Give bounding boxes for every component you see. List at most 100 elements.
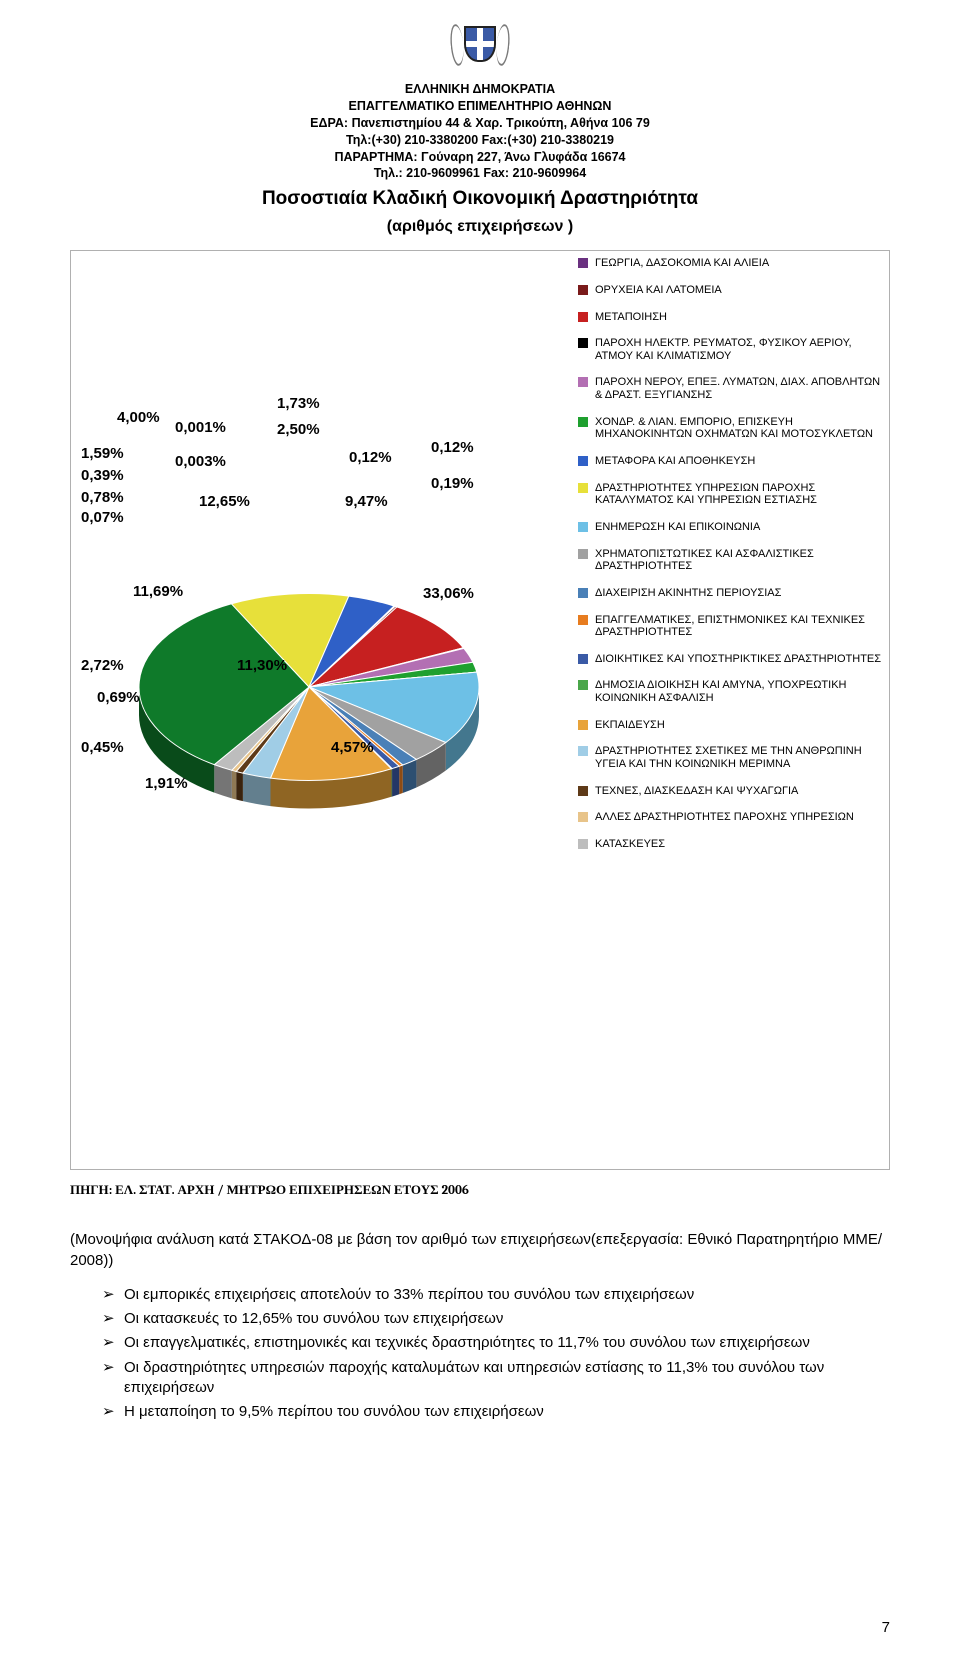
- legend-item: ΧΟΝΔΡ. & ΛΙΑΝ. ΕΜΠΟΡΙΟ, ΕΠΙΣΚΕΥΗ ΜΗΧΑΝΟΚ…: [578, 416, 883, 441]
- legend-item: ΟΡΥΧΕΙΑ ΚΑΙ ΛΑΤΟΜΕΙΑ: [578, 284, 883, 297]
- legend-item: ΠΑΡΟΧΗ ΗΛΕΚΤΡ. ΡΕΥΜΑΤΟΣ, ΦΥΣΙΚΟΥ ΑΕΡΙΟΥ,…: [578, 337, 883, 362]
- letterhead-line: ΕΛΛΗΝΙΚΗ ΔΗΜΟΚΡΑΤΙΑ: [70, 81, 890, 98]
- pie-pct-label: 0,07%: [81, 509, 124, 526]
- legend-item: ΓΕΩΡΓΙΑ, ΔΑΣΟΚΟΜΙΑ ΚΑΙ ΑΛΙΕΙΑ: [578, 257, 883, 270]
- legend-label: ΕΝΗΜΕΡΩΣΗ ΚΑΙ ΕΠΙΚΟΙΝΩΝΙΑ: [595, 521, 883, 534]
- legend-label: ΔΙΟΙΚΗΤΙΚΕΣ ΚΑΙ ΥΠΟΣΤΗΡΙΚΤΙΚΕΣ ΔΡΑΣΤΗΡΙΟ…: [595, 653, 883, 666]
- analysis-intro: (Μονοψήφια ανάλυση κατά ΣΤΑΚΟΔ-08 με βάσ…: [70, 1230, 890, 1271]
- legend-item: ΕΠΑΓΓΕΛΜΑΤΙΚΕΣ, ΕΠΙΣΤΗΜΟΝΙΚΕΣ ΚΑΙ ΤΕΧΝΙΚ…: [578, 614, 883, 639]
- legend-label: ΚΑΤΑΣΚΕΥΕΣ: [595, 838, 883, 851]
- legend-item: ΤΕΧΝΕΣ, ΔΙΑΣΚΕΔΑΣΗ ΚΑΙ ΨΥΧΑΓΩΓΙΑ: [578, 785, 883, 798]
- legend-label: ΔΙΑΧΕΙΡΙΣΗ ΑΚΙΝΗΤΗΣ ΠΕΡΙΟΥΣΙΑΣ: [595, 587, 883, 600]
- chart-subtitle: (αριθμός επιχειρήσεων ): [70, 218, 890, 236]
- chart-title: Ποσοστιαία Κλαδική Οικονομική Δραστηριότ…: [70, 188, 890, 210]
- legend-swatch: [578, 588, 588, 598]
- legend-item: ΜΕΤΑΠΟΙΗΣΗ: [578, 311, 883, 324]
- legend-label: ΜΕΤΑΠΟΙΗΣΗ: [595, 311, 883, 324]
- legend-item: ΕΝΗΜΕΡΩΣΗ ΚΑΙ ΕΠΙΚΟΙΝΩΝΙΑ: [578, 521, 883, 534]
- pie-pct-label: 1,73%: [277, 395, 320, 412]
- legend-label: ΕΠΑΓΓΕΛΜΑΤΙΚΕΣ, ΕΠΙΣΤΗΜΟΝΙΚΕΣ ΚΑΙ ΤΕΧΝΙΚ…: [595, 614, 883, 639]
- legend-label: ΓΕΩΡΓΙΑ, ΔΑΣΟΚΟΜΙΑ ΚΑΙ ΑΛΙΕΙΑ: [595, 257, 883, 270]
- legend-item: ΔΙΑΧΕΙΡΙΣΗ ΑΚΙΝΗΤΗΣ ΠΕΡΙΟΥΣΙΑΣ: [578, 587, 883, 600]
- pie-slice-side: [392, 766, 399, 796]
- letterhead-line: Τηλ.: 210-9609961 Fax: 210-9609964: [70, 165, 890, 182]
- legend-label: ΤΕΧΝΕΣ, ΔΙΑΣΚΕΔΑΣΗ ΚΑΙ ΨΥΧΑΓΩΓΙΑ: [595, 785, 883, 798]
- pie-pct-label: 2,50%: [277, 421, 320, 438]
- pie-pct-label: 0,39%: [81, 467, 124, 484]
- page-number: 7: [882, 1619, 890, 1636]
- bullet-item: Οι δραστηριότητες υπηρεσιών παροχής κατα…: [102, 1358, 890, 1399]
- legend-swatch: [578, 338, 588, 348]
- pie-slice-side: [243, 773, 271, 806]
- pie-pct-label: 12,65%: [199, 493, 250, 510]
- legend-label: ΔΗΜΟΣΙΑ ΔΙΟΙΚΗΣΗ ΚΑΙ ΑΜΥΝΑ, ΥΠΟΧΡΕΩΤΙΚΗ …: [595, 679, 883, 704]
- pie-pct-label: 4,57%: [331, 739, 374, 756]
- bullet-item: Οι επαγγελματικές, επιστημονικές και τεχ…: [102, 1333, 890, 1353]
- legend-swatch: [578, 285, 588, 295]
- letterhead-line: Τηλ:(+30) 210-3380200 Fax:(+30) 210-3380…: [70, 132, 890, 149]
- legend-item: ΕΚΠΑΙΔΕΥΣΗ: [578, 719, 883, 732]
- legend-label: ΔΡΑΣΤΗΡΙΟΤΗΤΕΣ ΥΠΗΡΕΣΙΩΝ ΠΑΡΟΧΗΣ ΚΑΤΑΛΥΜ…: [595, 482, 883, 507]
- pie-pct-label: 0,19%: [431, 475, 474, 492]
- pie-pct-label: 2,72%: [81, 657, 124, 674]
- bullet-item: Οι κατασκευές το 12,65% του συνόλου των …: [102, 1309, 890, 1329]
- pie-chart: 4,00% 1,59% 0,39% 0,78% 0,07% 0,001% 0,003% 12,…: [71, 251, 571, 1169]
- analysis-block: (Μονοψήφια ανάλυση κατά ΣΤΑΚΟΔ-08 με βάσ…: [70, 1230, 890, 1422]
- pie-pct-label: 9,47%: [345, 493, 388, 510]
- pie-pct-label: 0,001%: [175, 419, 226, 436]
- pie-pct-label: 11,30%: [237, 657, 287, 674]
- legend-swatch: [578, 720, 588, 730]
- pie-pct-label: 4,00%: [117, 409, 160, 426]
- chart-source: ΠΗΓΗ: ΕΛ. ΣΤΑΤ. ΑΡΧΗ / ΜΗΤΡΩΟ ΕΠΙΧΕΙΡΗΣΕ…: [70, 1182, 490, 1198]
- pie-slice-side: [399, 765, 403, 794]
- legend-swatch: [578, 377, 588, 387]
- legend-label: ΠΑΡΟΧΗ ΗΛΕΚΤΡ. ΡΕΥΜΑΤΟΣ, ΦΥΣΙΚΟΥ ΑΕΡΙΟΥ,…: [595, 337, 883, 362]
- legend-item: ΧΡΗΜΑΤΟΠΙΣΤΩΤΙΚΕΣ ΚΑΙ ΑΣΦΑΛΙΣΤΙΚΕΣ ΔΡΑΣΤ…: [578, 548, 883, 573]
- pie-pct-label: 1,91%: [145, 775, 188, 792]
- letterhead-line: ΕΔΡΑ: Πανεπιστημίου 44 & Χαρ. Τρικούπη, …: [70, 115, 890, 132]
- legend-label: ΠΑΡΟΧΗ ΝΕΡΟΥ, ΕΠΕΞ. ΛΥΜΑΤΩΝ, ΔΙΑΧ. ΑΠΟΒΛ…: [595, 376, 883, 401]
- legend-label: ΧΟΝΔΡ. & ΛΙΑΝ. ΕΜΠΟΡΙΟ, ΕΠΙΣΚΕΥΗ ΜΗΧΑΝΟΚ…: [595, 416, 883, 441]
- legend-label: ΔΡΑΣΤΗΡΙΟΤΗΤΕΣ ΣΧΕΤΙΚΕΣ ΜΕ ΤΗΝ ΑΝΘΡΩΠΙΝΗ…: [595, 745, 883, 770]
- legend-swatch: [578, 654, 588, 664]
- pie-pct-label: 0,12%: [431, 439, 474, 456]
- legend-item: ΠΑΡΟΧΗ ΝΕΡΟΥ, ΕΠΕΞ. ΛΥΜΑΤΩΝ, ΔΙΑΧ. ΑΠΟΒΛ…: [578, 376, 883, 401]
- legend-label: ΜΕΤΑΦΟΡΑ ΚΑΙ ΑΠΟΘΗΚΕΥΣΗ: [595, 455, 883, 468]
- legend-item: ΔΡΑΣΤΗΡΙΟΤΗΤΕΣ ΥΠΗΡΕΣΙΩΝ ΠΑΡΟΧΗΣ ΚΑΤΑΛΥΜ…: [578, 482, 883, 507]
- pie-pct-label: 0,12%: [349, 449, 392, 466]
- pie-pct-label: 0,45%: [81, 739, 124, 756]
- legend-item: ΔΗΜΟΣΙΑ ΔΙΟΙΚΗΣΗ ΚΑΙ ΑΜΥΝΑ, ΥΠΟΧΡΕΩΤΙΚΗ …: [578, 679, 883, 704]
- pie-slice-side: [236, 772, 243, 802]
- legend-swatch: [578, 549, 588, 559]
- pie-pct-label: 11,69%: [133, 583, 183, 600]
- legend-label: ΧΡΗΜΑΤΟΠΙΣΤΩΤΙΚΕΣ ΚΑΙ ΑΣΦΑΛΙΣΤΙΚΕΣ ΔΡΑΣΤ…: [595, 548, 883, 573]
- legend-swatch: [578, 615, 588, 625]
- legend-swatch: [578, 680, 588, 690]
- national-emblem: [70, 20, 890, 75]
- pie-slice-side: [391, 769, 392, 797]
- legend-swatch: [578, 483, 588, 493]
- legend-swatch: [578, 522, 588, 532]
- legend-item: ΔΙΟΙΚΗΤΙΚΕΣ ΚΑΙ ΥΠΟΣΤΗΡΙΚΤΙΚΕΣ ΔΡΑΣΤΗΡΙΟ…: [578, 653, 883, 666]
- legend-swatch: [578, 786, 588, 796]
- legend-label: ΟΡΥΧΕΙΑ ΚΑΙ ΛΑΤΟΜΕΙΑ: [595, 284, 883, 297]
- chart-container: 4,00% 1,59% 0,39% 0,78% 0,07% 0,001% 0,003% 12,…: [70, 250, 890, 1170]
- legend-swatch: [578, 417, 588, 427]
- legend-swatch: [578, 312, 588, 322]
- legend-swatch: [578, 812, 588, 822]
- pie-pct-label: 0,69%: [97, 689, 140, 706]
- letterhead-line: ΠΑΡΑΡΤΗΜΑ: Γούναρη 227, Άνω Γλυφάδα 1667…: [70, 149, 890, 166]
- legend-item: ΜΕΤΑΦΟΡΑ ΚΑΙ ΑΠΟΘΗΚΕΥΣΗ: [578, 455, 883, 468]
- legend-swatch: [578, 746, 588, 756]
- pie-pct-label: 33,06%: [423, 585, 474, 602]
- legend-swatch: [578, 839, 588, 849]
- bullet-item: Η μεταποίηση το 9,5% περίπου του συνόλου…: [102, 1402, 890, 1422]
- legend-swatch: [578, 456, 588, 466]
- legend-label: ΕΚΠΑΙΔΕΥΣΗ: [595, 719, 883, 732]
- pie-pct-label: 0,78%: [81, 489, 124, 506]
- pie-pct-label: 0,003%: [175, 453, 226, 470]
- legend-label: ΑΛΛΕΣ ΔΡΑΣΤΗΡΙΟΤΗΤΕΣ ΠΑΡΟΧΗΣ ΥΠΗΡΕΣΙΩΝ: [595, 811, 883, 824]
- legend-item: ΑΛΛΕΣ ΔΡΑΣΤΗΡΙΟΤΗΤΕΣ ΠΑΡΟΧΗΣ ΥΠΗΡΕΣΙΩΝ: [578, 811, 883, 824]
- pie-pct-label: 1,59%: [81, 445, 124, 462]
- legend-item: ΚΑΤΑΣΚΕΥΕΣ: [578, 838, 883, 851]
